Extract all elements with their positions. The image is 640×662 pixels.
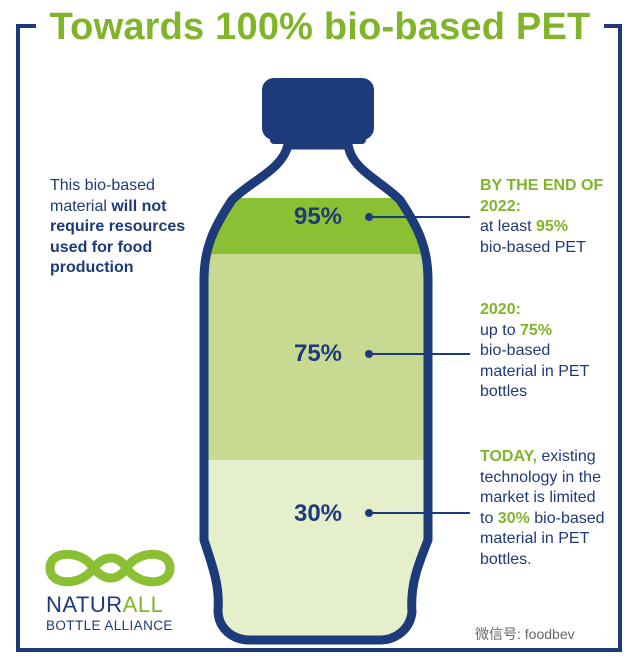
logo-wordmark: NATURALL — [46, 592, 163, 618]
left-note-text: This bio-based material — [50, 177, 155, 215]
logo-name-part1: NATUR — [46, 592, 123, 617]
dot-95 — [365, 213, 373, 221]
note-2022-value: 95% — [536, 218, 569, 235]
naturall-logo-icon — [45, 549, 175, 587]
infinity-loop-icon — [45, 549, 175, 587]
left-note-bold: will not require resources used for food… — [50, 197, 186, 277]
note-today-text2: bio-based material in PET bottles. — [480, 509, 605, 568]
note-2022-highlight: BY THE END OF 2022: — [480, 177, 604, 215]
dot-30 — [365, 509, 373, 517]
page-title: Towards 100% bio-based PET — [35, 4, 605, 50]
logo-name-part2: ALL — [122, 592, 164, 617]
watermark: 微信号: foodbev — [475, 626, 575, 642]
fill-75-band — [204, 254, 428, 460]
note-2020-highlight: 2020: — [480, 301, 521, 318]
note-2022-suffix: bio-based PET — [480, 238, 586, 256]
note-today: TODAY, existing technology in the market… — [480, 447, 610, 570]
bottle-neck-ring — [270, 130, 366, 144]
left-note: This bio-based material will not require… — [50, 176, 200, 279]
logo-subtitle: BOTTLE ALLIANCE — [46, 618, 173, 633]
percent-95-label: 95% — [293, 203, 343, 230]
note-2020-value: 75% — [520, 321, 553, 339]
bottle-cap — [262, 78, 374, 140]
note-2020: 2020: up to 75% bio-based material in PE… — [480, 300, 590, 403]
bottle-outline — [199, 140, 433, 645]
percent-75-label: 75% — [293, 340, 343, 367]
note-2020-prefix: up to — [480, 321, 521, 339]
note-today-highlight: TODAY, — [480, 448, 537, 465]
title-wrap: Towards 100% bio-based PET — [0, 4, 640, 50]
note-2022: BY THE END OF 2022: at least 95% bio-bas… — [480, 176, 620, 258]
note-today-text1: existing technology in the market is lim… — [480, 448, 601, 527]
dot-75 — [365, 350, 373, 358]
percent-30-label: 30% — [293, 500, 343, 527]
note-2020-suffix: bio-based material in PET bottles — [480, 342, 590, 400]
fill-95-band — [204, 198, 428, 254]
note-today-value: 30% — [497, 509, 530, 527]
fill-30-band — [204, 460, 428, 640]
note-2022-prefix: at least — [480, 218, 537, 235]
